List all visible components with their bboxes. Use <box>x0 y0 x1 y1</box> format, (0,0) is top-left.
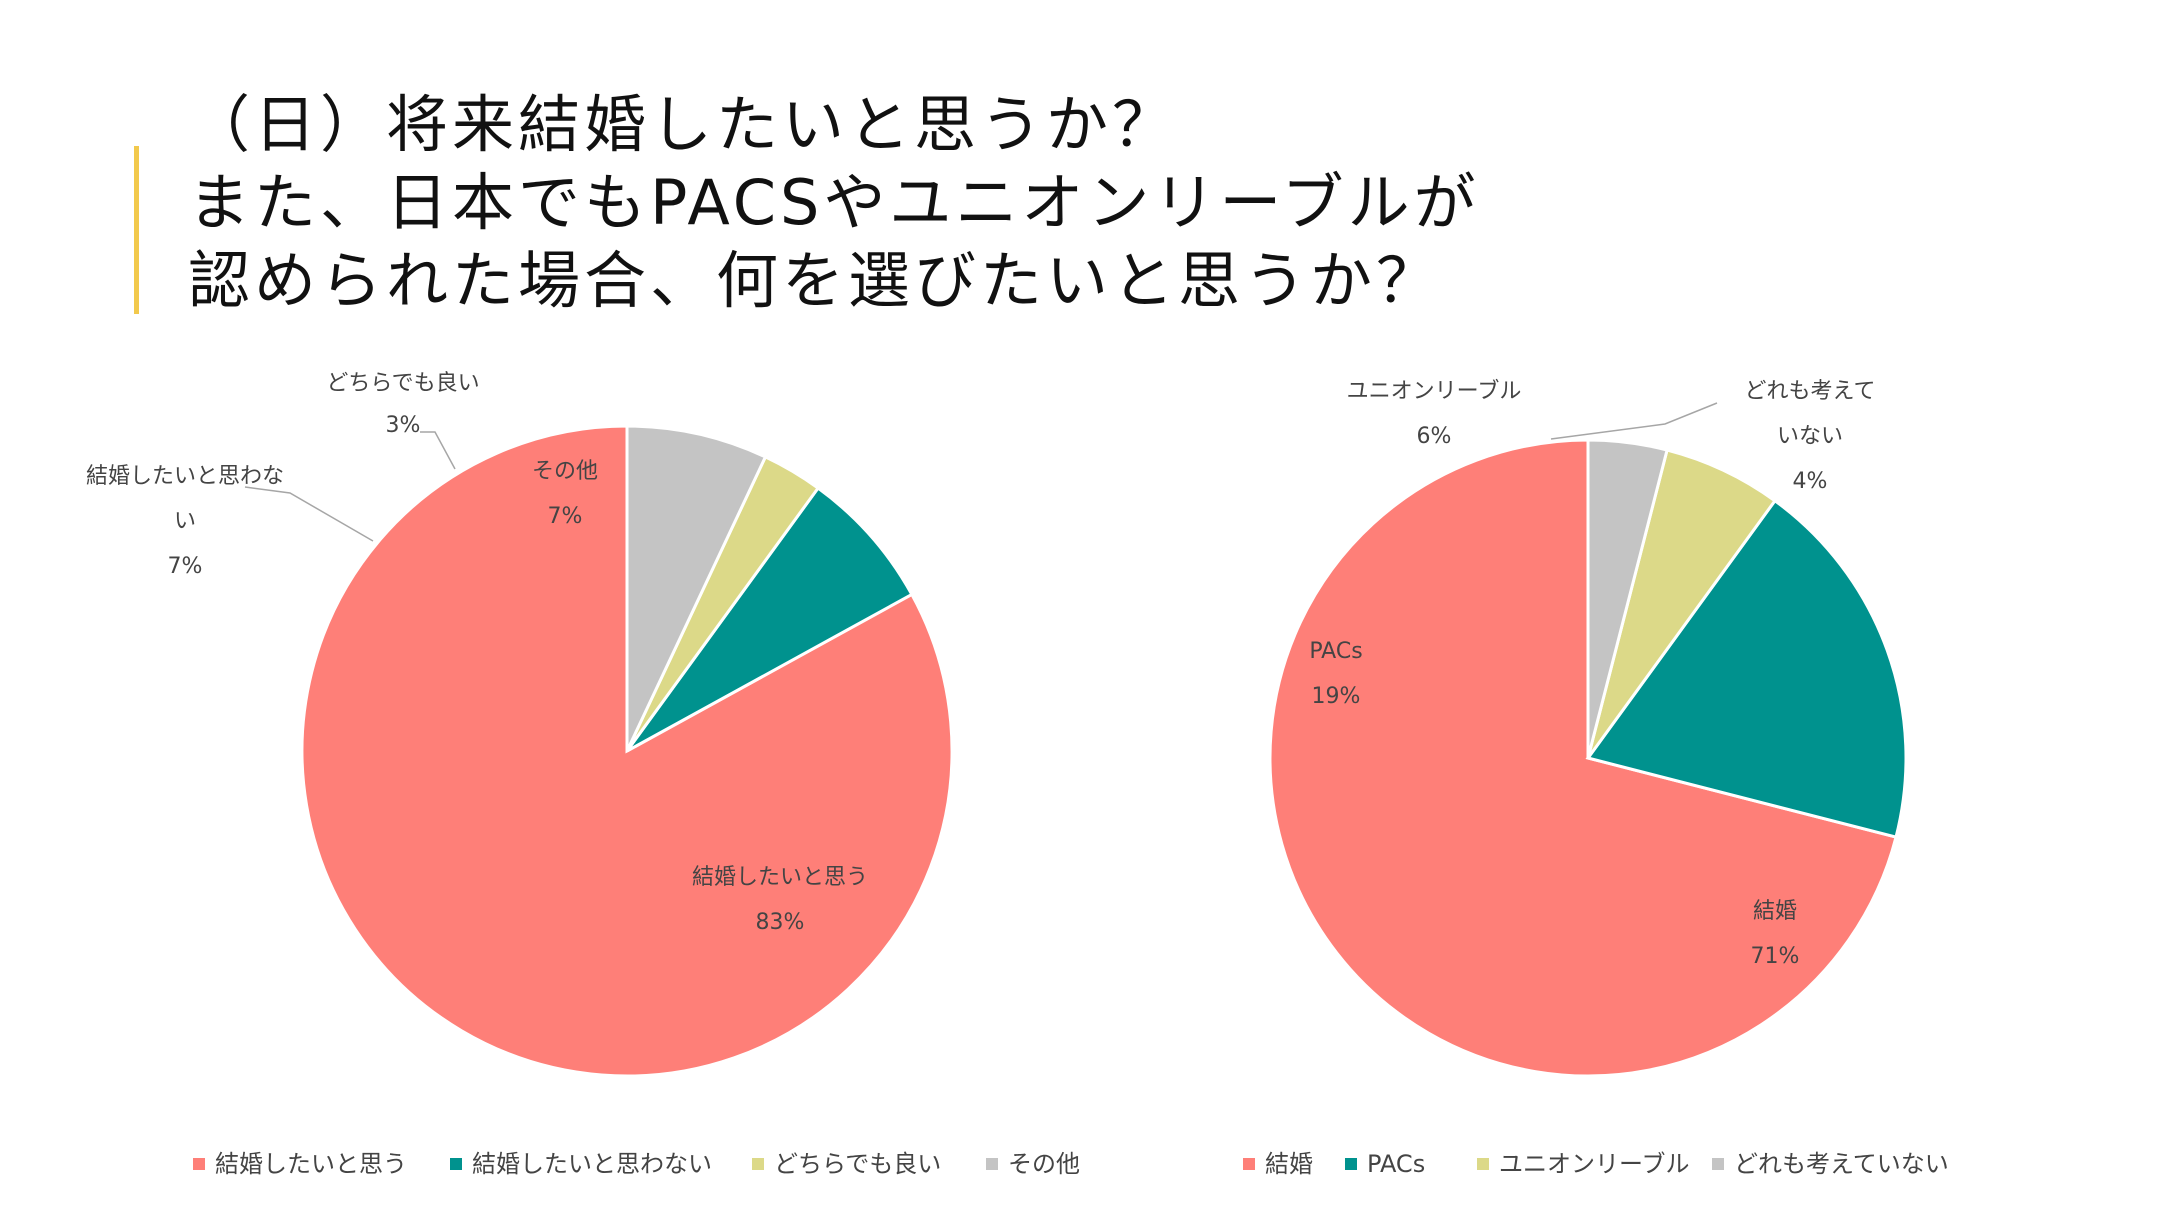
pie1-label-value-2: 7% <box>168 554 203 579</box>
pie1-legend-swatch-1 <box>193 1158 205 1170</box>
title-line-3: 認められた場合、何を選びたいと思うか？ <box>188 244 1443 317</box>
pie2-label-name-4-line-1: どれも考えて <box>1745 379 1876 404</box>
pie2-label-name-2: PACs <box>1309 639 1362 664</box>
pie1-legend-swatch-2 <box>450 1158 462 1170</box>
pie1-legend-swatch-4 <box>986 1158 998 1170</box>
pie2-legend-swatch-2 <box>1345 1158 1357 1170</box>
pie1-legend-item-3: どちらでも良い <box>774 1150 941 1178</box>
pie1-legend-item-2: 結婚したいと思わない <box>472 1150 712 1178</box>
pie2-slice-2 <box>1585 498 1908 839</box>
title-line-1: （日）将来結婚したいと思うか？ <box>188 88 1179 161</box>
pie1-leader-line-3 <box>420 431 456 470</box>
pie1-label-value-1: 83% <box>756 910 805 935</box>
pie2-label-value-3: 6% <box>1417 424 1452 449</box>
pie1-slice-2 <box>625 485 914 753</box>
pie2-slice-3 <box>1586 448 1778 759</box>
pie2-slice-1 <box>1268 438 1898 1078</box>
pie2-legend-item-2: PACs <box>1367 1150 1425 1178</box>
title-line-2: また、日本でもPACSやユニオンリーブルが <box>188 166 1480 239</box>
pie2-legend-item-4: どれも考えていない <box>1734 1150 1949 1178</box>
pie2-label-value-1: 71% <box>1751 944 1800 969</box>
pie2-legend-swatch-4 <box>1712 1158 1724 1170</box>
pie1-label-value-4: 7% <box>548 504 583 529</box>
pie1-label-value-3: 3% <box>386 413 421 438</box>
pie1-label-name-1: 結婚したいと思う <box>692 865 868 890</box>
pie2-legend-swatch-1 <box>1243 1158 1255 1170</box>
pie1-label-name-4: その他 <box>532 459 598 484</box>
pie2-label-name-4-line-2: いない <box>1777 424 1843 449</box>
pie2-label-name-3: ユニオンリーブル <box>1347 379 1522 404</box>
pie1-label-name-3: どちらでも良い <box>326 371 479 396</box>
pie2-label-name-1: 結婚 <box>1753 899 1797 924</box>
pie1-label-name-2-line-2: い <box>174 509 196 534</box>
page-title: （日）将来結婚したいと思うか？ また、日本でもPACSやユニオンリーブルが 認め… <box>188 86 1480 320</box>
pie1-legend-item-1: 結婚したいと思う <box>215 1150 407 1178</box>
title-accent-bar <box>134 146 139 314</box>
pie2-label-value-2: 19% <box>1312 684 1361 709</box>
pie1-leader-line-2 <box>244 486 374 542</box>
pie1-legend-swatch-3 <box>752 1158 764 1170</box>
pie2-slice-4 <box>1586 438 1669 759</box>
pie1-label-name-2-line-1: 結婚したいと思わな <box>86 464 284 489</box>
pie1-slice-4 <box>625 424 768 752</box>
pie2-legend-item-1: 結婚 <box>1265 1150 1313 1178</box>
pie2-legend-item-3: ユニオンリーブル <box>1499 1150 1690 1178</box>
pie1-legend-item-4: その他 <box>1008 1150 1080 1178</box>
pie2-legend-swatch-3 <box>1477 1158 1489 1170</box>
pie2-label-value-4: 4% <box>1793 469 1828 494</box>
pie2-leader-line-4 <box>1550 402 1718 440</box>
